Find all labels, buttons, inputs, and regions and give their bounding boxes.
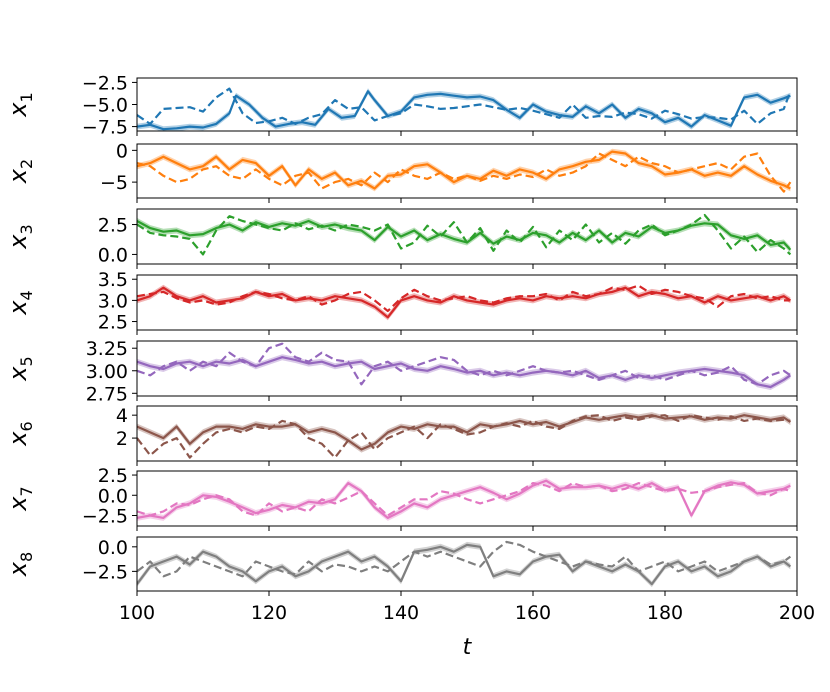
- confidence-band: [137, 88, 791, 131]
- panel-x5: 3.253.002.75 x5: [4, 338, 798, 405]
- axes-frame: [136, 536, 798, 592]
- y-tick-label: −2.5: [82, 505, 128, 527]
- plot-area: [137, 412, 792, 459]
- x-tick-label: 140: [383, 602, 419, 624]
- x-tick-label: 100: [119, 602, 155, 624]
- axes-frame: [136, 208, 798, 265]
- y-tick-label: 2.5: [98, 312, 128, 334]
- panel-x3: 2.5 0.0 x3: [4, 208, 798, 269]
- axes-frame: [136, 143, 798, 199]
- predicted-mean-line: [137, 479, 791, 520]
- true-trajectory-line: [137, 482, 791, 517]
- predicted-mean-line: [137, 356, 792, 389]
- plot-area: [137, 148, 792, 193]
- y-tick-label: 4: [116, 405, 128, 427]
- true-trajectory-line: [137, 342, 792, 386]
- predicted-mean-line: [137, 543, 792, 586]
- axes-frame: [136, 340, 798, 397]
- panel-x4: 3.53.02.5 x4: [4, 269, 798, 335]
- y-tick-label: 2.75: [86, 383, 128, 405]
- y-tick-label: −7.5: [82, 117, 128, 139]
- y-axis-label: x5: [4, 356, 36, 381]
- true-trajectory-line: [137, 87, 792, 126]
- y-tick-label: −2.5: [82, 72, 128, 94]
- plot-area: [137, 540, 792, 588]
- true-trajectory-line: [137, 152, 792, 193]
- y-tick-label: −5.0: [82, 95, 128, 117]
- y-axis-label: x6: [4, 421, 36, 446]
- plot-area: [137, 87, 792, 131]
- plot-area: [137, 477, 791, 521]
- true-trajectory-line: [137, 213, 792, 256]
- panel-x8: 0.0−2.5 x8: [4, 536, 798, 596]
- y-tick-label: 3.5: [98, 269, 128, 291]
- y-tick-label: 3.00: [86, 361, 128, 383]
- y-axis-label: x1: [4, 92, 36, 117]
- y-tick-label: 0.0: [98, 244, 128, 266]
- true-trajectory-line: [137, 284, 791, 313]
- panel-x6: 42 x6: [4, 405, 798, 466]
- y-tick-label: 0: [116, 140, 128, 162]
- y-tick-label: 2.5: [98, 215, 128, 237]
- panel-x2: 0 −5 x2: [4, 140, 798, 203]
- y-tick-label: 2: [116, 428, 128, 450]
- confidence-band: [137, 541, 791, 588]
- y-axis-label: x3: [4, 224, 36, 249]
- axes-frame: [136, 274, 798, 331]
- x-tick-label: 160: [515, 602, 551, 624]
- confidence-band: [137, 284, 791, 321]
- plot-area: [137, 284, 791, 321]
- plot-area: [137, 342, 792, 390]
- true-trajectory-line: [137, 540, 792, 578]
- y-axis-label: x7: [4, 486, 36, 511]
- y-tick-label: 3.25: [86, 338, 128, 360]
- y-tick-label: 0.0: [98, 485, 128, 507]
- predicted-mean-line: [137, 286, 791, 319]
- y-tick-label: −5: [100, 172, 128, 194]
- confidence-band: [137, 217, 791, 253]
- confidence-band: [137, 477, 791, 521]
- x-axis-label: t: [463, 635, 473, 660]
- y-tick-label: 0.0: [98, 537, 128, 559]
- predicted-mean-line: [137, 90, 791, 131]
- y-axis-label: x2: [4, 159, 36, 184]
- x-tick-label: 200: [779, 602, 815, 624]
- confidence-band: [137, 412, 791, 453]
- x-tick-label: 180: [647, 602, 683, 624]
- y-tick-label: −2.5: [82, 561, 128, 583]
- panel-x1: −2.5−5.0−7.5 x1: [4, 72, 798, 139]
- y-axis-label: x8: [4, 552, 36, 577]
- true-trajectory-line: [137, 414, 791, 459]
- panel-x7: 2.50.0−2.5 x7: [4, 465, 798, 531]
- y-tick-label: 2.5: [98, 465, 128, 487]
- y-tick-label: 3.0: [98, 290, 128, 312]
- x-tick-label: 120: [251, 602, 287, 624]
- y-axis-label: x4: [4, 290, 36, 315]
- axes-frame: [136, 405, 798, 462]
- plot-area: [137, 213, 792, 256]
- axes-frame: [136, 470, 798, 527]
